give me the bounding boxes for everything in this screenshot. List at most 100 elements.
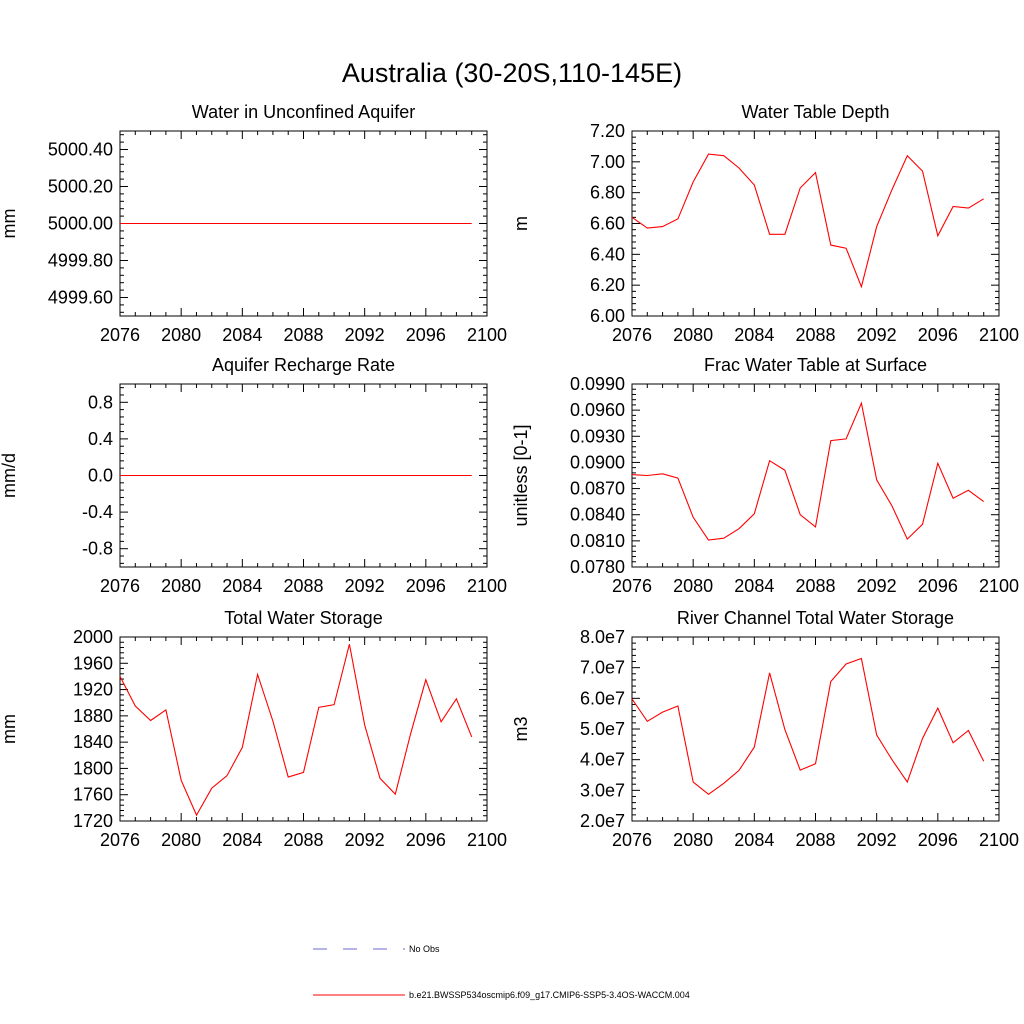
x-tick-label: 2076 (100, 325, 140, 345)
x-tick-label: 2092 (345, 576, 385, 596)
series-line (119, 644, 473, 817)
panels: Water in Unconfined Aquifer mm 2076 2080 208… (0, 102, 1019, 850)
y-tick-label: 0.0990 (570, 374, 625, 394)
panel-4: Frac Water Table at Surface unitless [0-1… (511, 355, 1019, 596)
y-tick-label: 0.0930 (570, 426, 625, 446)
x-tick-label: 2076 (612, 576, 652, 596)
series-line (631, 401, 985, 541)
legend: No Obs b.e21.BWSSP534oscmip6.f09_g17.CMI… (313, 944, 690, 1000)
y-tick-label: 3.0e7 (580, 780, 625, 800)
plot-frame (119, 636, 488, 822)
y-tick-label: 0.0 (88, 466, 113, 486)
plot-frame (631, 636, 1000, 822)
x-tick-label: 2076 (100, 576, 140, 596)
y-tick-label: 2.0e7 (580, 811, 625, 831)
x-tick-label: 2092 (857, 830, 897, 850)
y-axis-label: unitless [0-1] (511, 424, 531, 526)
x-tick-label: 2092 (857, 576, 897, 596)
y-tick-label: 0.0960 (570, 400, 625, 420)
x-tick-label: 2100 (979, 325, 1019, 345)
panel-title: Water Table Depth (741, 102, 889, 122)
panel-5: Total Water Storage mm 2076 2080 2084 2088 209… (0, 608, 507, 850)
legend-label-no-obs: No Obs (409, 944, 440, 954)
y-tick-label: 5.0e7 (580, 719, 625, 739)
x-tick-label: 2096 (918, 576, 958, 596)
x-tick-label: 2084 (734, 325, 774, 345)
y-tick-label: 7.0e7 (580, 658, 625, 678)
x-tick-label: 2100 (979, 576, 1019, 596)
x-tick-label: 2084 (222, 830, 262, 850)
y-tick-label: 1720 (73, 811, 113, 831)
panel-2: Water Table Depth m 2076 2080 2084 2088 2092 20… (511, 102, 1019, 345)
y-tick-label: 4.0e7 (580, 750, 625, 770)
y-tick-label: 4999.60 (48, 288, 113, 308)
y-tick-label: 0.4 (88, 429, 113, 449)
y-tick-label: 4999.80 (48, 251, 113, 271)
x-tick-label: 2088 (283, 576, 323, 596)
panel-title: Total Water Storage (224, 608, 382, 628)
y-axis-label: mm (0, 209, 19, 239)
x-tick-label: 2080 (673, 576, 713, 596)
x-tick-label: 2084 (222, 576, 262, 596)
x-tick-label: 2080 (161, 830, 201, 850)
x-tick-label: 2096 (918, 325, 958, 345)
y-tick-label: 5000.00 (48, 214, 113, 234)
y-tick-label: 5000.40 (48, 140, 113, 160)
y-tick-label: 6.60 (590, 214, 625, 234)
y-tick-label: 0.8 (88, 392, 113, 412)
y-tick-label: 7.20 (590, 121, 625, 141)
y-tick-label: 1920 (73, 680, 113, 700)
y-tick-label: 0.0840 (570, 505, 625, 525)
y-tick-label: 2000 (73, 627, 113, 647)
y-tick-label: 6.80 (590, 183, 625, 203)
x-tick-label: 2100 (467, 325, 507, 345)
x-tick-label: 2080 (673, 325, 713, 345)
x-tick-label: 2080 (673, 830, 713, 850)
y-tick-label: 1840 (73, 732, 113, 752)
y-tick-label: 0.0870 (570, 479, 625, 499)
panel-title: Frac Water Table at Surface (704, 355, 927, 375)
figure-title: Australia (30-20S,110-145E) (342, 58, 682, 88)
y-axis-label: mm (0, 714, 19, 744)
x-tick-label: 2076 (100, 830, 140, 850)
y-tick-label: 1760 (73, 785, 113, 805)
y-tick-label: 1800 (73, 758, 113, 778)
x-tick-label: 2096 (406, 325, 446, 345)
x-tick-label: 2084 (222, 325, 262, 345)
x-tick-label: 2100 (467, 830, 507, 850)
panel-title: River Channel Total Water Storage (677, 608, 954, 628)
panel-1: Water in Unconfined Aquifer mm 2076 2080 208… (0, 102, 507, 345)
x-tick-label: 2088 (795, 325, 835, 345)
y-axis-label: m (511, 216, 531, 231)
y-tick-label: 6.40 (590, 244, 625, 264)
x-tick-label: 2088 (283, 325, 323, 345)
y-tick-label: -0.8 (82, 539, 113, 559)
y-axis-label: mm/d (0, 453, 19, 498)
y-tick-label: 1880 (73, 706, 113, 726)
x-tick-label: 2088 (795, 576, 835, 596)
x-tick-label: 2076 (612, 325, 652, 345)
plot-frame (631, 383, 1000, 568)
y-tick-label: 5000.20 (48, 177, 113, 197)
x-tick-label: 2080 (161, 576, 201, 596)
y-tick-label: -0.4 (82, 502, 113, 522)
y-tick-label: 1960 (73, 653, 113, 673)
x-tick-label: 2076 (612, 830, 652, 850)
series-line (631, 153, 984, 289)
x-tick-label: 2092 (345, 830, 385, 850)
x-tick-label: 2100 (467, 576, 507, 596)
x-tick-label: 2088 (795, 830, 835, 850)
y-tick-label: 7.00 (590, 152, 625, 172)
x-tick-label: 2084 (734, 576, 774, 596)
y-tick-label: 8.0e7 (580, 627, 625, 647)
x-tick-label: 2092 (857, 325, 897, 345)
x-tick-label: 2092 (345, 325, 385, 345)
x-tick-label: 2100 (979, 830, 1019, 850)
y-tick-label: 0.0780 (570, 557, 625, 577)
y-tick-label: 6.00 (590, 306, 625, 326)
x-tick-label: 2096 (406, 576, 446, 596)
y-tick-label: 0.0810 (570, 531, 625, 551)
x-tick-label: 2096 (406, 830, 446, 850)
